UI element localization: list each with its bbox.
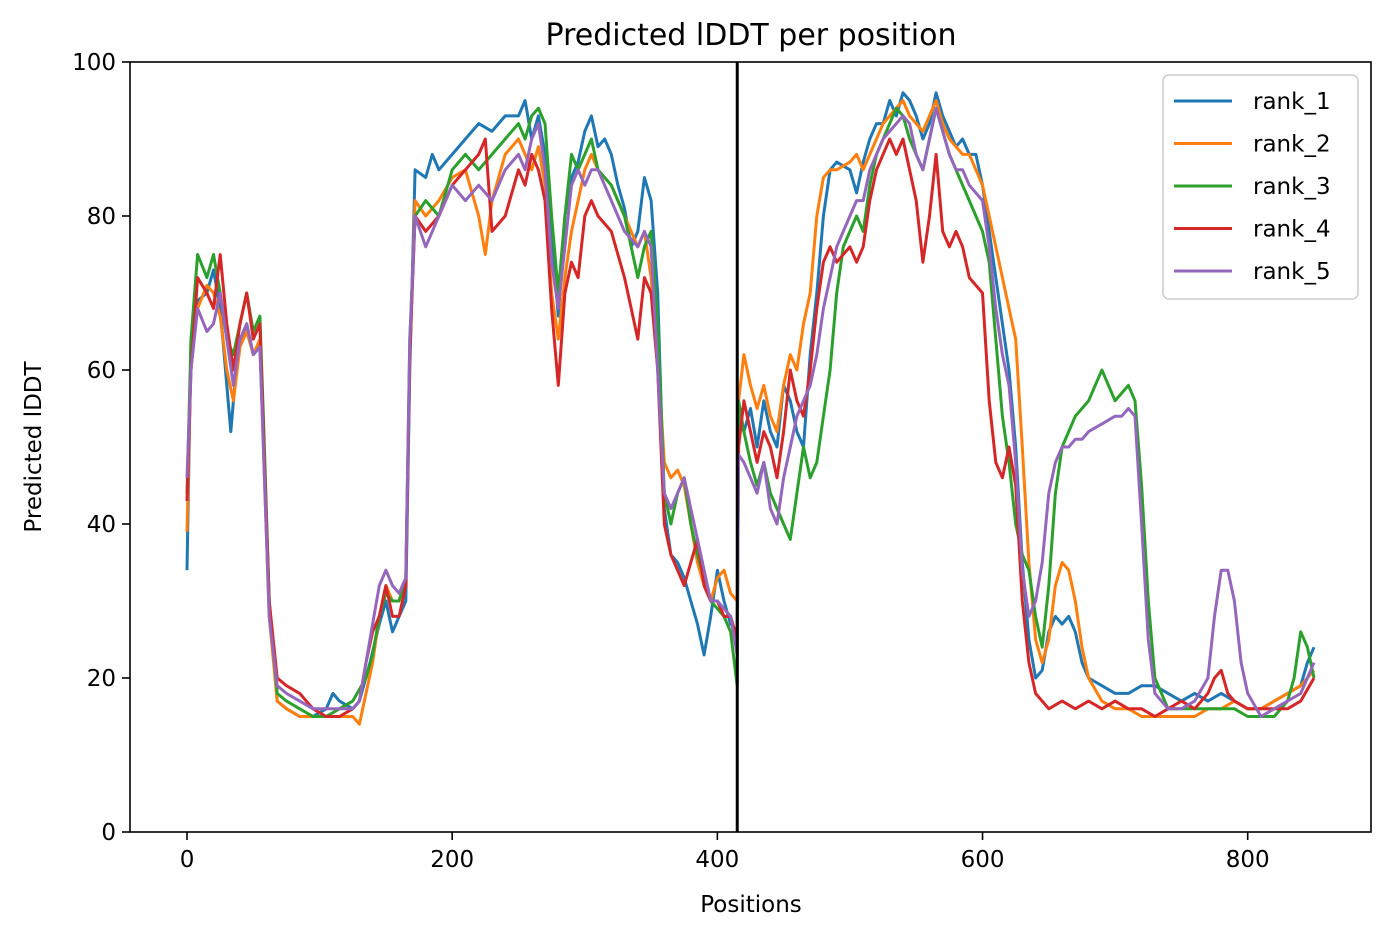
y-tick-label: 60 <box>87 358 116 384</box>
legend-box <box>1162 74 1359 300</box>
series-line-rank_5 <box>185 106 1316 718</box>
x-tick-label: 800 <box>1226 847 1270 873</box>
y-axis-ticks: 0 20 40 60 80 100 <box>72 50 130 846</box>
plot-lines <box>185 91 1316 726</box>
series-line-rank_1 <box>185 91 1316 718</box>
x-tick-label: 400 <box>695 847 739 873</box>
y-tick-label: 40 <box>87 512 116 538</box>
x-tick-label: 600 <box>961 847 1005 873</box>
x-axis-ticks: 0 200 400 600 800 <box>180 832 1270 873</box>
y-axis-label: Predicted lDDT <box>21 360 47 532</box>
x-tick-label: 200 <box>430 847 474 873</box>
y-tick-label: 100 <box>72 50 116 76</box>
y-tick-label: 0 <box>101 820 116 846</box>
x-axis-label: Positions <box>700 892 802 918</box>
legend-entry: rank_3 <box>1253 174 1331 200</box>
chart-title: Predicted lDDT per position <box>546 18 957 53</box>
legend-entry: rank_5 <box>1253 259 1331 285</box>
series-line-rank_4 <box>185 137 1316 718</box>
plot-frame <box>129 61 1372 833</box>
y-tick-label: 20 <box>87 666 116 692</box>
legend-entry: rank_2 <box>1253 132 1331 158</box>
legend-entry: rank_1 <box>1253 89 1331 115</box>
x-tick-label: 0 <box>180 847 195 873</box>
legend: rank_1 rank_2 rank_3 rank_4 rank_5 <box>1162 74 1359 300</box>
y-tick-label: 80 <box>87 204 116 230</box>
legend-entry: rank_4 <box>1253 217 1331 243</box>
